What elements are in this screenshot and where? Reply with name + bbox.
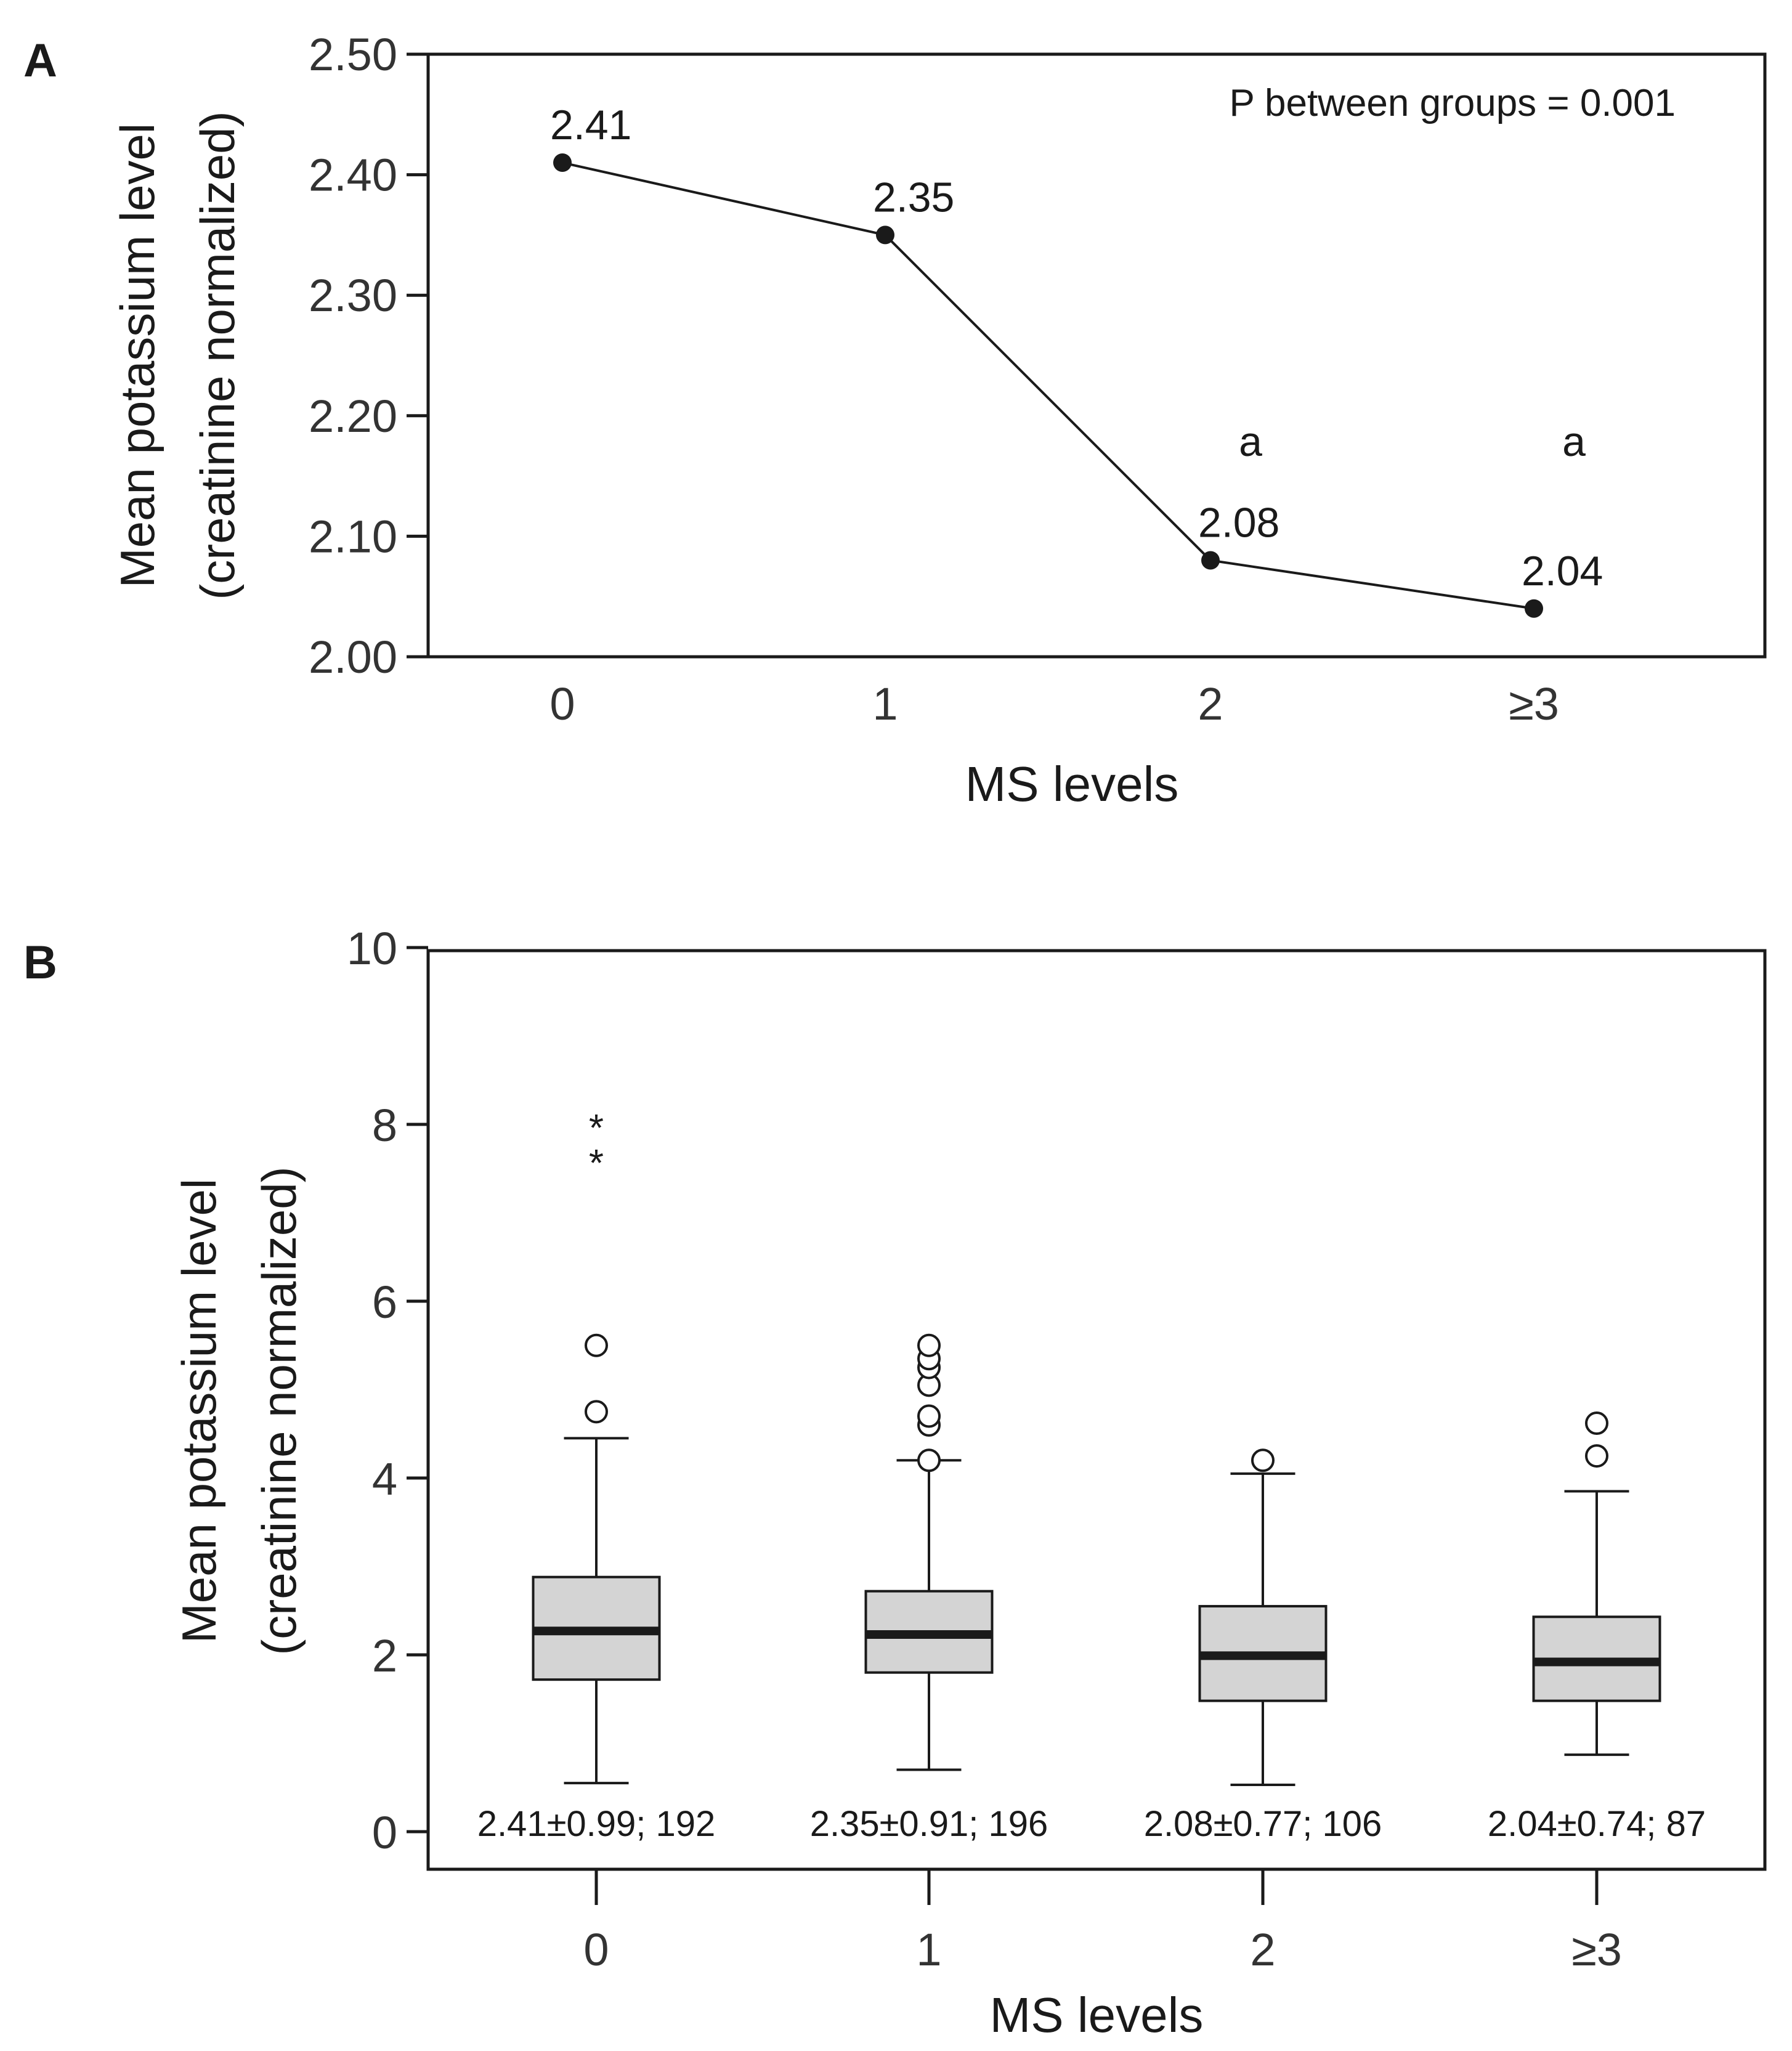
outlier-circle — [1585, 1444, 1608, 1468]
panel-a-y-tick-label: 2.20 — [309, 391, 397, 442]
panel-b-plot-frame — [426, 949, 1767, 1871]
panel-b-y-tick-label: 8 — [372, 1100, 397, 1151]
extreme-outlier-star: * — [589, 1107, 604, 1150]
panel-a-y-tick-label: 2.50 — [309, 29, 397, 80]
box-summary-label: 2.04±0.74; 87 — [1488, 1804, 1706, 1844]
box-group: ** 2.41±0.99; 192 — [477, 1107, 716, 1844]
panel-a-x-tick-label: 2 — [1198, 678, 1223, 729]
p-value-annotation: P between groups = 0.001 — [1230, 82, 1676, 124]
panel-a-data-point — [1525, 599, 1543, 618]
panel-b-boxes: ** 2.41±0.99; 192 2.35±0.91; 196 2.08±0.77;… — [477, 1107, 1706, 1844]
panel-b-x-tick-label: ≥3 — [1571, 1924, 1622, 1975]
panel-b-x-tick-label: 2 — [1250, 1924, 1275, 1975]
panel-a-y-axis-label-line1: Mean potassium level — [110, 123, 164, 588]
outlier-circle — [1585, 1411, 1608, 1436]
panel-b-x-axis-label: MS levels — [990, 1988, 1204, 2042]
panel-b-x-tick-label: 0 — [583, 1924, 609, 1975]
panel-a-data-label: 2.35 — [873, 174, 954, 221]
panel-b-y-tick-label: 10 — [347, 923, 397, 974]
panel-a-x-tick-label: ≥3 — [1509, 678, 1559, 729]
panel-b-letter: B — [23, 936, 57, 989]
panel-a-data-label: 2.41 — [550, 102, 631, 148]
panel-a-y-tick-label: 2.10 — [309, 511, 397, 562]
panel-b: B 0 2 4 6 8 10 0 1 2 ≥3 ** 2.41±0.99; 192 2.35±0.9… — [23, 923, 1767, 2042]
panel-b-y-axis-label-line1: Mean potassium level — [172, 1179, 226, 1643]
outlier-circle — [1251, 1448, 1275, 1472]
panel-a-plot-frame — [426, 52, 1767, 659]
panel-b-y-ticks: 0 2 4 6 8 10 — [347, 923, 428, 1858]
panel-a-x-ticks: 0 1 2 ≥3 — [549, 678, 1559, 729]
panel-a-x-tick-label: 0 — [549, 678, 575, 729]
box-summary-label: 2.08±0.77; 106 — [1144, 1804, 1382, 1844]
panel-b-x-ticks: 0 1 2 ≥3 — [583, 1869, 1622, 1975]
panel-a-data-point — [1201, 551, 1220, 570]
outlier-circle — [585, 1400, 608, 1424]
panel-a: A 2.00 2.10 2.20 2.30 2.40 2.50 0 1 2 ≥3 2.41 2.3… — [23, 29, 1767, 811]
panel-b-x-tick-label: 1 — [916, 1924, 941, 1975]
box-group: 2.04±0.74; 87 — [1488, 1411, 1706, 1844]
panel-a-data-label: 2.04 — [1522, 548, 1603, 595]
panel-b-y-tick-label: 0 — [372, 1807, 397, 1858]
panel-b-y-axis-label-line2: (creatinine normalized) — [252, 1166, 306, 1655]
outlier-circle — [917, 1404, 941, 1428]
box-group: 2.35±0.91; 196 — [810, 1333, 1048, 1844]
panel-b-y-tick-label: 2 — [372, 1630, 397, 1681]
outlier-circle — [917, 1448, 941, 1472]
panel-a-y-ticks: 2.00 2.10 2.20 2.30 2.40 2.50 — [309, 29, 428, 683]
panel-b-y-tick-label: 4 — [372, 1453, 397, 1505]
panel-a-significance-mark: a — [1239, 418, 1262, 465]
outlier-circle — [917, 1333, 941, 1357]
panel-b-y-tick-label: 6 — [372, 1277, 397, 1328]
panel-a-y-tick-label: 2.00 — [309, 632, 397, 683]
box-summary-label: 2.41±0.99; 192 — [477, 1804, 716, 1844]
box-summary-label: 2.35±0.91; 196 — [810, 1804, 1048, 1844]
panel-a-data-point — [553, 153, 572, 173]
panel-a-y-tick-label: 2.30 — [309, 270, 397, 321]
panel-a-x-axis-label: MS levels — [965, 757, 1179, 811]
panel-a-series: 2.41 2.35 2.08 a 2.04 a — [550, 102, 1603, 618]
outlier-circle — [585, 1333, 608, 1357]
extreme-outlier-star: * — [589, 1142, 604, 1185]
panel-a-significance-mark: a — [1562, 418, 1586, 465]
panel-a-letter: A — [23, 35, 57, 87]
panel-a-series-line — [562, 161, 1535, 610]
box-group: 2.08±0.77; 106 — [1144, 1448, 1382, 1844]
panel-a-data-point — [876, 225, 894, 245]
panel-a-y-tick-label: 2.40 — [309, 150, 397, 201]
panel-a-data-label: 2.08 — [1198, 500, 1279, 546]
panel-a-y-axis-label-line2: (creatinine normalized) — [190, 111, 245, 599]
panel-a-x-tick-label: 1 — [872, 678, 898, 729]
